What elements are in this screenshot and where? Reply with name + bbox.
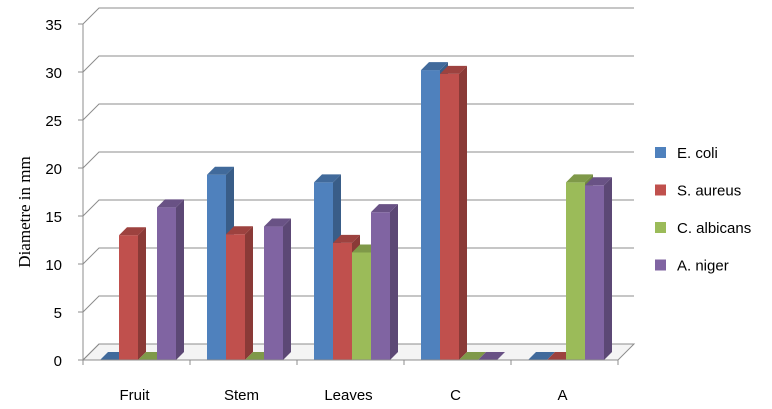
- legend-label: A. niger: [677, 258, 729, 275]
- x-tick-label: A: [557, 387, 567, 404]
- gridline: [83, 104, 634, 120]
- bar-s-aureus-fruit: [119, 227, 146, 360]
- bars: [100, 62, 612, 360]
- y-tick-label: 35: [45, 17, 62, 34]
- bar-front: [440, 74, 459, 360]
- y-tick-label: 15: [45, 209, 62, 226]
- y-tick-label: 0: [54, 353, 62, 370]
- legend-label: S. aureus: [677, 183, 741, 200]
- legend-label: E. coli: [677, 145, 718, 162]
- bar-front: [352, 252, 371, 360]
- legend-swatch: [655, 222, 666, 233]
- bar-front: [585, 185, 604, 360]
- bar-side: [604, 177, 612, 360]
- bar-side: [459, 66, 467, 360]
- bar-front: [226, 234, 245, 360]
- bar-front: [157, 207, 176, 360]
- bar-side: [390, 204, 398, 360]
- legend-label: C. albicans: [677, 220, 751, 237]
- legend-swatch: [655, 147, 666, 158]
- x-tick-label: Leaves: [324, 387, 372, 404]
- bar-s-aureus-stem: [226, 226, 253, 360]
- legend-swatch: [655, 185, 666, 196]
- bar-side: [245, 226, 253, 360]
- legend: E. coli S. aureus C. albicans A. niger: [655, 145, 751, 275]
- y-tick-label: 30: [45, 65, 62, 82]
- bar-s-aureus-c: [440, 66, 467, 360]
- x-tick-label: Fruit: [120, 387, 151, 404]
- gridline: [83, 152, 634, 168]
- x-tick-label: C: [450, 387, 461, 404]
- bar-front: [566, 182, 585, 360]
- bar-front: [314, 182, 333, 360]
- x-axis: Fruit Stem Leaves C A: [83, 360, 618, 404]
- bar-a-niger-leaves: [371, 204, 398, 360]
- bar-side: [138, 227, 146, 360]
- bar-front: [264, 227, 283, 360]
- bar-front: [119, 235, 138, 360]
- y-tick-label: 25: [45, 113, 62, 130]
- bar-a-niger-fruit: [157, 199, 184, 360]
- bar-front: [333, 243, 352, 360]
- y-axis-label: Diametre in mm: [15, 156, 34, 267]
- x-tick-label: Stem: [224, 387, 259, 404]
- bar-front: [421, 70, 440, 360]
- bar-side: [283, 219, 291, 360]
- bar-a-niger-a: [585, 177, 612, 360]
- y-tick-label: 10: [45, 257, 62, 274]
- y-tick-label: 20: [45, 161, 62, 178]
- bar-front: [207, 175, 226, 360]
- gridline: [83, 56, 634, 72]
- y-tick-label: 5: [54, 305, 62, 322]
- bar-front: [371, 212, 390, 360]
- gridline: [83, 8, 634, 24]
- bar-a-niger-stem: [264, 219, 291, 360]
- legend-swatch: [655, 260, 666, 271]
- bar-side: [176, 199, 184, 360]
